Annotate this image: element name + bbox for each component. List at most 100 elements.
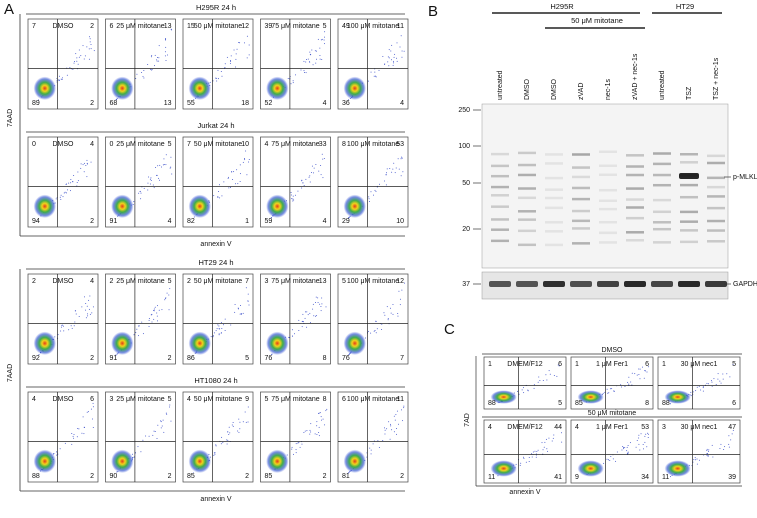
event-dot (389, 438, 391, 440)
blot-band (678, 281, 700, 287)
population (266, 449, 289, 473)
event-dot (290, 83, 292, 85)
quadrant-value: 4 (265, 141, 269, 148)
event-dot (561, 441, 563, 443)
quadrant-value: 11 (488, 474, 495, 481)
event-dot (233, 49, 235, 51)
event-dot (71, 443, 73, 445)
event-dot (318, 412, 320, 414)
event-dot (607, 459, 609, 461)
event-dot (86, 305, 88, 307)
event-dot (133, 201, 135, 203)
event-dot (628, 376, 630, 378)
quadrant-value: 9 (575, 474, 579, 481)
event-dot (384, 314, 386, 316)
event-dot (393, 162, 395, 164)
event-dot (319, 58, 321, 60)
event-dot (239, 42, 241, 44)
quadrant-value: 6 (645, 361, 649, 368)
event-dot (143, 187, 145, 189)
event-dot (726, 373, 728, 375)
blot-band (599, 220, 617, 224)
event-dot (370, 191, 372, 193)
event-dot (383, 63, 385, 65)
marker-label: 37 (462, 281, 470, 288)
event-dot (292, 200, 294, 202)
event-dot (220, 70, 222, 72)
event-dot (518, 393, 520, 395)
event-dot (237, 307, 239, 309)
event-dot (698, 459, 700, 461)
event-dot (221, 328, 223, 330)
quadrant-value: 5 (168, 396, 172, 403)
event-dot (153, 430, 155, 432)
event-dot (547, 450, 549, 452)
event-dot (325, 410, 327, 412)
event-dot (165, 164, 167, 166)
quadrant-value: 4 (187, 396, 191, 403)
event-dot (646, 446, 648, 448)
event-dot (536, 450, 538, 452)
blot-band (518, 218, 536, 221)
blot-band (680, 161, 698, 164)
blot-band (545, 176, 563, 180)
event-dot (160, 166, 162, 168)
event-dot (76, 60, 78, 62)
event-dot (164, 55, 166, 57)
lane-label: untreated (659, 70, 666, 100)
event-dot (303, 70, 305, 72)
blot-band (545, 162, 563, 165)
event-dot (381, 328, 383, 330)
quadrant-value: 7 (400, 355, 404, 362)
event-dot (157, 57, 159, 59)
event-dot (393, 431, 395, 433)
event-dot (55, 198, 57, 200)
event-dot (135, 331, 137, 333)
quadrant-value: 88 (662, 400, 670, 407)
event-dot (80, 167, 82, 169)
event-dot (38, 99, 40, 101)
event-dot (73, 62, 75, 64)
event-dot (323, 43, 325, 45)
event-dot (58, 80, 60, 82)
event-dot (248, 304, 250, 306)
event-dot (239, 428, 241, 430)
event-dot (309, 181, 311, 183)
population (343, 76, 366, 101)
quadrant-value: 85 (265, 473, 273, 480)
event-dot (642, 443, 644, 445)
event-dot (78, 56, 80, 58)
population (266, 76, 289, 101)
event-dot (227, 177, 229, 179)
quadrant-value: 5 (342, 278, 346, 285)
event-dot (386, 306, 388, 308)
quadrant-value: 6 (342, 396, 346, 403)
event-dot (153, 308, 155, 310)
event-dot (38, 354, 40, 356)
event-dot (326, 408, 328, 410)
blot-band (518, 173, 536, 177)
event-dot (401, 289, 403, 291)
event-dot (286, 454, 288, 456)
quadrant-value: 88 (488, 400, 496, 407)
event-dot (150, 56, 152, 58)
event-dot (83, 58, 85, 60)
event-dot (316, 421, 318, 423)
event-dot (163, 431, 165, 433)
plot-label: DMSO (53, 141, 75, 148)
event-dot (156, 312, 158, 314)
event-dot (369, 447, 371, 449)
event-dot (154, 430, 156, 432)
event-dot (89, 36, 91, 38)
event-dot (315, 50, 317, 52)
event-dot (85, 164, 87, 166)
event-dot (86, 313, 88, 315)
event-dot (148, 319, 150, 321)
quadrant-value: 2 (90, 473, 94, 480)
event-dot (221, 75, 223, 77)
blot-band (653, 152, 671, 155)
event-dot (381, 323, 383, 325)
event-dot (321, 38, 323, 40)
event-dot (400, 175, 402, 177)
event-dot (71, 432, 73, 434)
